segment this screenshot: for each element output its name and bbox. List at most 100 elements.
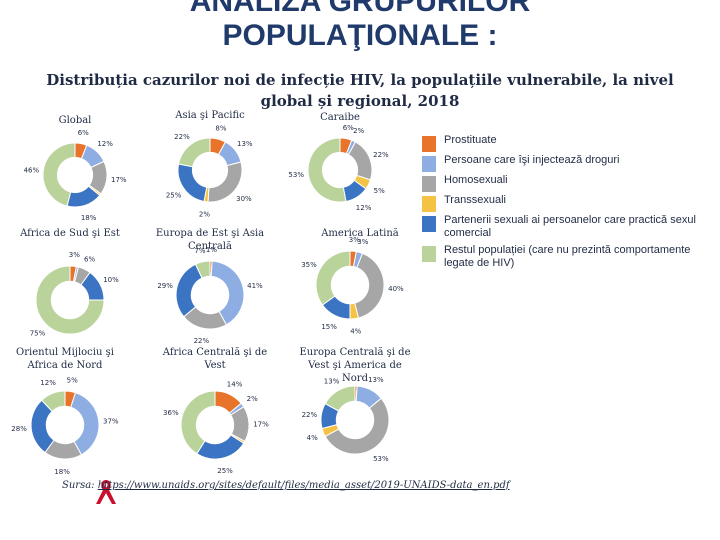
data-label: 3% bbox=[357, 238, 368, 246]
chart-title: Europa de Est şi Asia bbox=[156, 228, 264, 239]
slice-restul bbox=[324, 385, 356, 412]
data-label: 12% bbox=[356, 204, 372, 212]
legend-swatch bbox=[422, 246, 436, 262]
donut-chart-8: Africa Centrală şi de Vest 14% 2% 17% 25% 36% bbox=[162, 347, 269, 475]
donut-chart-9: Europa Centrală şi de Vest şi America de N… bbox=[299, 347, 410, 463]
legend-label: Prostituate bbox=[444, 134, 497, 146]
chart-subtitle: Distribuția cazurilor noi de infecție HI… bbox=[46, 71, 674, 110]
data-label: 4% bbox=[307, 434, 318, 442]
data-label: 15% bbox=[321, 323, 337, 331]
donut-chart-1: Global 6% 12% 17% 18% 46% bbox=[24, 115, 127, 222]
data-label: 22% bbox=[373, 151, 389, 159]
data-label: 2% bbox=[199, 211, 210, 219]
chart-title: Asia şi Pacific bbox=[174, 110, 245, 121]
source-link[interactable]: https://www.unaids.org/sites/default/fil… bbox=[97, 480, 510, 491]
chart-title: Africa Centrală şi de bbox=[162, 347, 267, 358]
data-label: 2% bbox=[353, 127, 364, 135]
chart-title: Centrală bbox=[188, 241, 232, 252]
donut-chart-4: Africa de Sud şi Est 3% 6% 10% 75% bbox=[19, 228, 120, 338]
chart-title: Vest bbox=[203, 360, 225, 371]
slice-restul bbox=[307, 137, 347, 203]
data-label: 4% bbox=[350, 328, 361, 336]
slice-restul bbox=[41, 390, 66, 413]
data-label: 18% bbox=[54, 468, 70, 476]
data-label: 22% bbox=[194, 337, 210, 345]
data-label: 22% bbox=[174, 133, 190, 141]
data-label: 36% bbox=[163, 409, 179, 417]
data-label: 13% bbox=[237, 140, 253, 148]
data-label: 13% bbox=[368, 376, 384, 384]
legend-label: Restul populației (care nu prezintă comp… bbox=[444, 244, 691, 269]
red-ribbon-icon bbox=[96, 480, 116, 504]
source-note: Sursa: https://www.unaids.org/sites/defa… bbox=[62, 480, 510, 491]
data-label: 35% bbox=[301, 261, 317, 269]
source-prefix: Sursa: bbox=[62, 480, 98, 491]
data-label: 37% bbox=[103, 418, 119, 426]
data-label: 18% bbox=[81, 214, 97, 222]
page-title-line1: ANALIZA GRUPURILOR bbox=[189, 0, 531, 18]
legend-swatch bbox=[422, 156, 436, 172]
chart-title: Orientul Mijlociu şi bbox=[16, 347, 114, 358]
slice-restul bbox=[180, 390, 216, 455]
slice-droguri bbox=[210, 260, 245, 326]
data-label: 6% bbox=[343, 124, 354, 132]
data-label: 25% bbox=[217, 467, 233, 475]
data-label: 17% bbox=[253, 421, 269, 429]
donut-chart-2: Asia şi Pacific 8% 13% 30% 2% 25% 22% bbox=[166, 110, 253, 219]
data-label: 12% bbox=[40, 379, 56, 387]
data-label: 28% bbox=[11, 425, 27, 433]
slice-parteneri bbox=[175, 263, 203, 318]
data-label: 12% bbox=[97, 140, 113, 148]
data-label: 3% bbox=[69, 251, 80, 259]
slice-restul bbox=[177, 137, 211, 168]
data-label: 53% bbox=[373, 455, 389, 463]
data-label: 6% bbox=[84, 255, 95, 263]
legend-swatch bbox=[422, 136, 436, 152]
data-label: 8% bbox=[215, 124, 226, 132]
data-label: 3% bbox=[349, 236, 360, 244]
chart-title: Africa de Nord bbox=[27, 360, 104, 371]
data-label: 5% bbox=[67, 377, 78, 385]
data-label: 14% bbox=[227, 380, 243, 388]
slice-restul bbox=[194, 260, 211, 279]
slice-parteneri bbox=[196, 434, 245, 460]
data-label: 30% bbox=[236, 195, 252, 203]
legend-swatch bbox=[422, 196, 436, 212]
chart-title: Caraibe bbox=[320, 112, 360, 123]
legend-swatch bbox=[422, 176, 436, 192]
legend-label: Partenerii sexuali ai persoanelor care p… bbox=[444, 214, 696, 239]
data-label: 41% bbox=[247, 282, 263, 290]
data-label: 25% bbox=[166, 192, 182, 200]
data-label: 22% bbox=[302, 411, 318, 419]
legend-label: Transsexuali bbox=[444, 194, 506, 206]
data-label: 1% bbox=[206, 246, 217, 254]
chart-title: America Latină bbox=[320, 228, 399, 239]
legend-label: Persoane care îşi injectează droguri bbox=[444, 154, 620, 166]
slice-restul bbox=[35, 265, 105, 335]
chart-title: Nord bbox=[342, 373, 369, 384]
data-label: 40% bbox=[388, 285, 404, 293]
chart-title: Europa Centrală şi de bbox=[299, 347, 410, 358]
data-label: 17% bbox=[111, 176, 127, 184]
data-label: 6% bbox=[78, 129, 89, 137]
slice-homosexuali bbox=[354, 252, 385, 319]
page-title-line2: POPULAŢIONALE : bbox=[222, 19, 498, 52]
slice-homosexuali bbox=[347, 141, 373, 181]
data-label: 46% bbox=[24, 166, 40, 174]
slice-homosexuali bbox=[324, 397, 390, 455]
chart-title: Global bbox=[59, 115, 92, 126]
data-label: 10% bbox=[103, 276, 119, 284]
data-label: 75% bbox=[30, 330, 46, 338]
slice-parteneri bbox=[177, 163, 208, 203]
slice-restul bbox=[315, 250, 351, 306]
chart-title: Africa de Sud şi Est bbox=[19, 228, 120, 239]
data-label: 2% bbox=[247, 395, 258, 403]
data-label: 5% bbox=[374, 187, 385, 195]
legend-swatch bbox=[422, 216, 436, 232]
data-label: 53% bbox=[288, 171, 304, 179]
data-label: 29% bbox=[157, 282, 173, 290]
chart-title: Vest şi America de bbox=[307, 360, 402, 371]
